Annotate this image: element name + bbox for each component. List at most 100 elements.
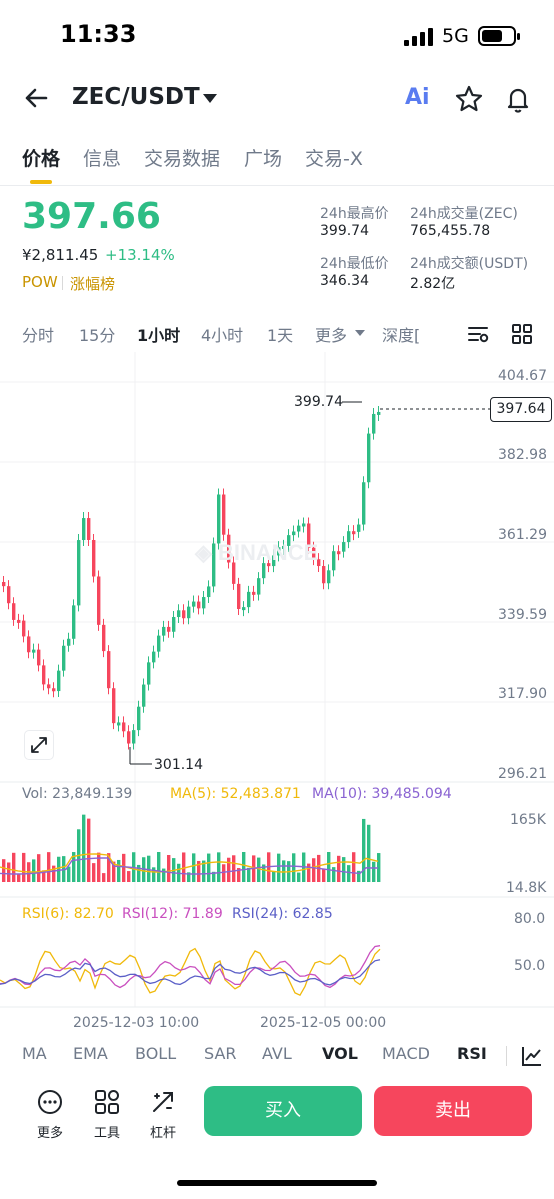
interval-more[interactable]: 更多	[315, 326, 348, 345]
volume-bar	[347, 865, 351, 882]
indicator-chart-icon[interactable]	[520, 1044, 544, 1068]
candle-body	[237, 583, 241, 609]
candle-body	[172, 617, 176, 632]
buy-button[interactable]: 买入	[204, 1086, 362, 1136]
candle-body	[92, 539, 96, 577]
volume-bar	[47, 852, 51, 882]
depth-tab[interactable]: 深度[	[382, 326, 421, 345]
volume-bar	[57, 856, 61, 882]
high-24h-value: 399.74	[320, 223, 369, 239]
leverage-button[interactable]: 杠杆	[143, 1088, 183, 1141]
candle-body	[252, 591, 256, 595]
interval-1h[interactable]: 1小时	[137, 326, 181, 345]
candle-body	[222, 494, 226, 535]
volume-bar	[322, 868, 326, 882]
candle-body	[192, 601, 196, 607]
tab-2[interactable]: 交易数据	[144, 148, 221, 170]
indicator-vol[interactable]: VOL	[322, 1044, 358, 1063]
interval-line[interactable]: 分时	[22, 326, 55, 345]
volume-bar	[92, 863, 96, 882]
high-24h-label: 24h最高价	[320, 206, 389, 222]
time-axis-label-0: 2025-12-03 10:00	[73, 1015, 200, 1031]
volume-bar	[257, 857, 261, 882]
volume-bar	[7, 862, 11, 882]
candle-body	[32, 649, 36, 653]
tools-button[interactable]: 工具	[87, 1088, 127, 1141]
candle-body	[212, 543, 216, 587]
volume-bar	[272, 871, 276, 882]
high-price-annotation: 399.74	[294, 394, 343, 410]
volume-bar	[292, 853, 296, 882]
rsi6-line	[0, 947, 381, 997]
candle-body	[17, 619, 21, 623]
volume-bar	[197, 860, 201, 882]
tools-grid-icon	[95, 1090, 119, 1114]
interval-1d[interactable]: 1天	[267, 326, 294, 345]
volume-bar	[377, 853, 381, 882]
candle-body	[257, 578, 261, 595]
candlestick-chart[interactable]: ◈ BINANCE	[0, 352, 554, 1032]
layout-grid-icon[interactable]	[510, 322, 534, 346]
volume-bar	[107, 853, 111, 882]
status-time: 11:33	[60, 20, 137, 48]
candle-body	[307, 523, 311, 548]
caret-down-icon[interactable]	[203, 94, 217, 103]
volume-bar	[12, 852, 16, 882]
trading-pair-selector[interactable]: ZEC/USDT	[72, 84, 200, 110]
candle-body	[157, 635, 161, 652]
candle-body	[327, 570, 331, 584]
volume-bar	[297, 872, 301, 882]
interval-15m[interactable]: 15分	[79, 326, 116, 345]
volume-bar	[37, 854, 41, 882]
indicator-macd[interactable]: MACD	[382, 1044, 430, 1063]
tab-1[interactable]: 信息	[83, 148, 122, 170]
chart-settings-icon[interactable]	[466, 322, 490, 346]
back-arrow-icon[interactable]	[20, 82, 52, 114]
candle-body	[132, 730, 136, 744]
volume-bar	[242, 852, 246, 882]
more-button[interactable]: 更多	[30, 1088, 70, 1141]
candle-body	[347, 531, 351, 543]
volume-bar	[337, 855, 341, 882]
indicator-rsi[interactable]: RSI	[457, 1044, 487, 1063]
chevron-down-icon[interactable]	[355, 330, 365, 336]
star-icon[interactable]	[454, 84, 484, 114]
expand-chart-button[interactable]	[24, 730, 54, 760]
indicator-avl[interactable]: AVL	[262, 1044, 292, 1063]
candle-body	[287, 535, 291, 546]
ai-assistant-button[interactable]: Ai	[405, 85, 430, 110]
tab-0[interactable]: 价格	[22, 148, 61, 170]
rsi24-legend: RSI(24): 62.85	[232, 906, 333, 922]
tab-3[interactable]: 广场	[244, 148, 283, 170]
candle-body	[202, 597, 206, 609]
candle-body	[127, 731, 131, 744]
candle-body	[187, 606, 191, 619]
volume-bar	[127, 871, 131, 882]
indicator-ma[interactable]: MA	[22, 1044, 47, 1063]
candle-body	[42, 665, 46, 685]
volume-bar	[187, 872, 191, 882]
indicator-sar[interactable]: SAR	[204, 1044, 237, 1063]
tab-4[interactable]: 交易-X	[305, 148, 363, 170]
tag-divider	[62, 276, 63, 290]
interval-4h[interactable]: 4小时	[201, 326, 244, 345]
tag-gainers[interactable]: 涨幅榜	[70, 275, 116, 293]
volume-bar	[157, 852, 161, 882]
rsi24-line	[0, 959, 381, 986]
turnover-24h-label: 24h成交额(USDT)	[410, 256, 529, 272]
candle-body	[292, 531, 296, 536]
signal-icon	[404, 28, 433, 46]
volume-bar	[277, 853, 281, 882]
indicator-boll[interactable]: BOLL	[135, 1044, 177, 1063]
price-cny: ¥2,811.45	[22, 246, 99, 264]
candle-body	[102, 624, 106, 652]
volume-bar	[237, 868, 241, 882]
candle-body	[217, 494, 221, 544]
bell-icon[interactable]	[503, 84, 533, 114]
tag-pow[interactable]: POW	[22, 273, 58, 291]
volume-bar	[282, 860, 286, 882]
sell-button[interactable]: 卖出	[374, 1086, 532, 1136]
indicator-ema[interactable]: EMA	[73, 1044, 108, 1063]
volume-bar	[2, 859, 6, 882]
volume-bar	[117, 859, 121, 882]
